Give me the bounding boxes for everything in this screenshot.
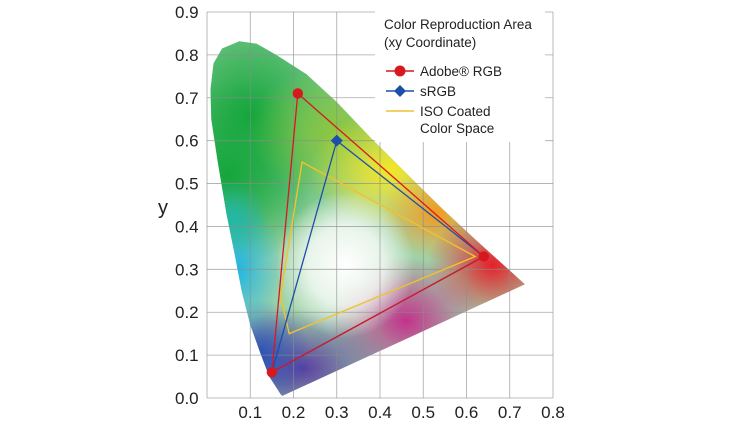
locus-color-blob [210, 179, 268, 257]
legend-adobe-rgb-label: Adobe® RGB [420, 64, 502, 79]
legend-iso-coated-label-line1: ISO Coated [420, 104, 491, 119]
legend-title-line1: Color Reproduction Area [384, 17, 532, 32]
adobe-rgb-point [292, 88, 304, 99]
gamut-series [266, 88, 489, 378]
y-tick-label: 0.9 [175, 3, 199, 22]
adobe-rgb-point [266, 367, 278, 378]
legend-iso-coated-label-line2: Color Space [420, 121, 494, 136]
y-axis-label: y [158, 197, 168, 219]
legend-adobe-rgb-marker [394, 65, 406, 77]
y-tick-label: 0.4 [175, 217, 199, 236]
adobe-rgb-point [478, 251, 489, 262]
gamut-polygon [271, 92, 485, 374]
x-tick-label: 0.8 [541, 403, 565, 422]
x-tick-labels: 0.1 0.2 0.3 0.4 0.5 0.6 0.7 0.8 [238, 403, 564, 422]
x-tick-label: 0.2 [282, 403, 306, 422]
x-tick-label: 0.7 [498, 403, 522, 422]
legend-srgb-marker [394, 85, 406, 97]
legend: Color Reproduction Area (xy Coordinate) … [375, 10, 545, 142]
y-tick-labels: 0.0 0.1 0.2 0.3 0.4 0.5 0.6 0.7 0.8 0.9 [175, 3, 199, 408]
y-tick-label: 0.8 [175, 46, 199, 65]
legend-srgb-label: sRGB [420, 84, 456, 99]
y-tick-label: 0.7 [175, 89, 199, 108]
y-tick-label: 0.2 [175, 303, 199, 322]
y-tick-label: 0.3 [175, 260, 199, 279]
gamut-polygon [279, 161, 477, 335]
x-tick-label: 0.5 [411, 403, 435, 422]
legend-background [375, 10, 545, 142]
y-tick-label: 0.5 [175, 175, 199, 194]
x-tick-label: 0.1 [238, 403, 262, 422]
legend-title-line2: (xy Coordinate) [384, 35, 476, 50]
srgb-point [330, 134, 343, 147]
y-tick-label: 0.6 [175, 132, 199, 151]
x-tick-label: 0.6 [455, 403, 479, 422]
y-tick-label: 0.1 [175, 346, 199, 365]
x-tick-label: 0.4 [368, 403, 392, 422]
y-tick-label: 0.0 [175, 389, 199, 408]
locus-color-blob [276, 192, 415, 338]
x-tick-label: 0.3 [325, 403, 349, 422]
